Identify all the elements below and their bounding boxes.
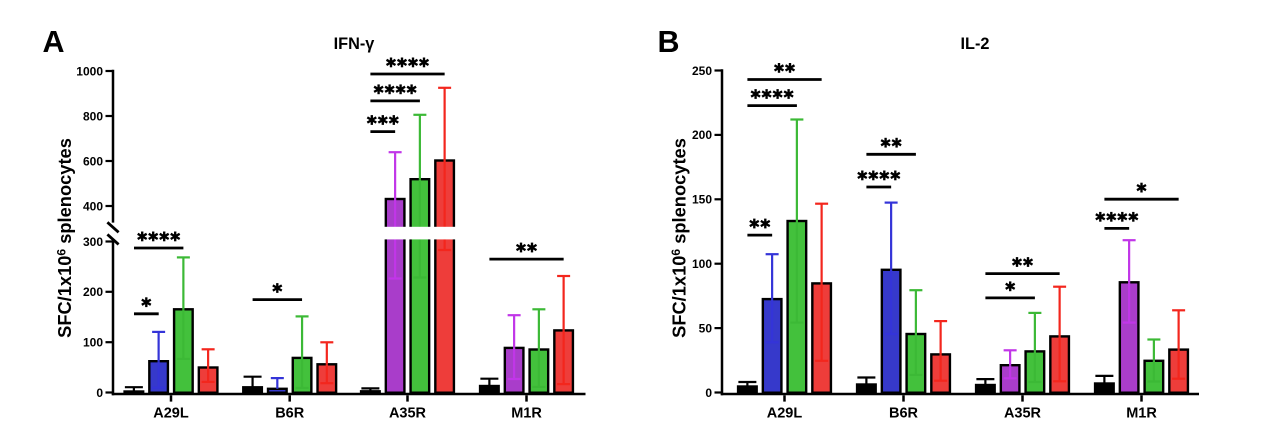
svg-text:200: 200 bbox=[692, 128, 712, 142]
svg-text:150: 150 bbox=[692, 193, 712, 207]
svg-text:B6R: B6R bbox=[889, 406, 919, 422]
svg-text:600: 600 bbox=[83, 154, 103, 168]
svg-text:0: 0 bbox=[96, 386, 103, 400]
svg-text:50: 50 bbox=[699, 321, 713, 335]
svg-text:A29L: A29L bbox=[767, 406, 803, 422]
svg-text:300: 300 bbox=[83, 235, 103, 249]
svg-text:IFN-γ: IFN-γ bbox=[334, 35, 375, 53]
svg-text:0: 0 bbox=[705, 386, 712, 400]
svg-text:1000: 1000 bbox=[76, 64, 103, 78]
svg-text:200: 200 bbox=[83, 285, 103, 299]
svg-text:A35R: A35R bbox=[389, 406, 427, 422]
svg-text:100: 100 bbox=[692, 257, 712, 271]
svg-text:M1R: M1R bbox=[511, 406, 542, 422]
svg-text:SFC/1x106 splenocytes: SFC/1x106 splenocytes bbox=[54, 138, 75, 338]
svg-text:A29L: A29L bbox=[153, 406, 189, 422]
svg-text:800: 800 bbox=[83, 109, 103, 123]
svg-text:A: A bbox=[43, 25, 65, 59]
svg-text:B6R: B6R bbox=[275, 406, 305, 422]
svg-text:B: B bbox=[658, 25, 680, 59]
svg-text:IL-2: IL-2 bbox=[961, 35, 990, 53]
svg-text:400: 400 bbox=[83, 199, 103, 213]
svg-text:SFC/1x106 splenocytes: SFC/1x106 splenocytes bbox=[669, 138, 690, 338]
svg-text:250: 250 bbox=[692, 64, 712, 78]
svg-text:100: 100 bbox=[83, 336, 103, 350]
svg-text:M1R: M1R bbox=[1126, 406, 1157, 422]
svg-text:A35R: A35R bbox=[1004, 406, 1042, 422]
